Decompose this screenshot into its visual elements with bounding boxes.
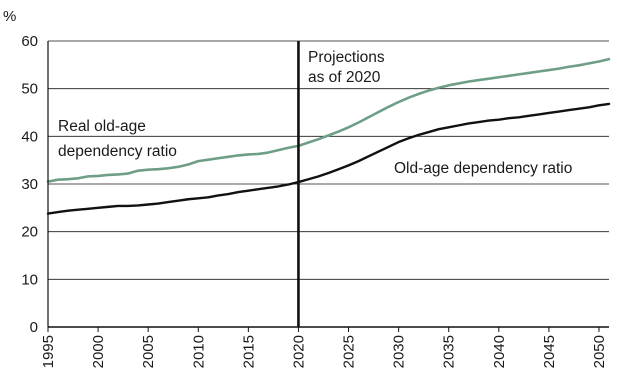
y-tick-label-20: 20 <box>21 224 38 241</box>
y-tick-label-0: 0 <box>30 319 38 336</box>
y-unit-label: % <box>3 8 16 25</box>
gridlines <box>48 40 609 280</box>
projection-annotation: Projections as of 2020 <box>308 49 389 86</box>
series-label-real-old-age-line2: dependency ratio <box>58 143 177 160</box>
series-line-1 <box>46 102 611 215</box>
y-tick-label-10: 10 <box>21 271 38 288</box>
y-tick-label-30: 30 <box>21 176 38 193</box>
y-tick-label-50: 50 <box>21 81 38 98</box>
projection-annotation-line2: as of 2020 <box>308 69 381 86</box>
series-label-real-old-age-line1: Real old-age <box>58 118 146 135</box>
x-tick-label-2045: 2045 <box>541 335 558 368</box>
x-tick-label-1995: 1995 <box>40 335 57 368</box>
axes <box>47 41 609 332</box>
x-tick-label-2025: 2025 <box>341 335 358 368</box>
y-tick-label-60: 60 <box>21 33 38 50</box>
x-tick-label-2010: 2010 <box>190 335 207 368</box>
series-label-real-old-age: Real old-age dependency ratio <box>58 118 177 160</box>
x-tick-label-2000: 2000 <box>90 335 107 368</box>
x-tick-label-2005: 2005 <box>140 335 157 368</box>
series-line-0 <box>46 57 611 183</box>
x-tick-label-2035: 2035 <box>441 335 458 368</box>
x-tick-label-2050: 2050 <box>591 335 608 368</box>
x-tick-label-2030: 2030 <box>391 335 408 368</box>
x-tick-label-2040: 2040 <box>491 335 508 368</box>
series-label-old-age: Old-age dependency ratio <box>394 160 572 177</box>
series-lines <box>46 57 611 215</box>
x-tick-label-2015: 2015 <box>240 335 257 368</box>
y-tick-label-40: 40 <box>21 128 38 145</box>
projection-annotation-line1: Projections <box>308 49 385 66</box>
x-tick-label-2020: 2020 <box>290 335 307 368</box>
